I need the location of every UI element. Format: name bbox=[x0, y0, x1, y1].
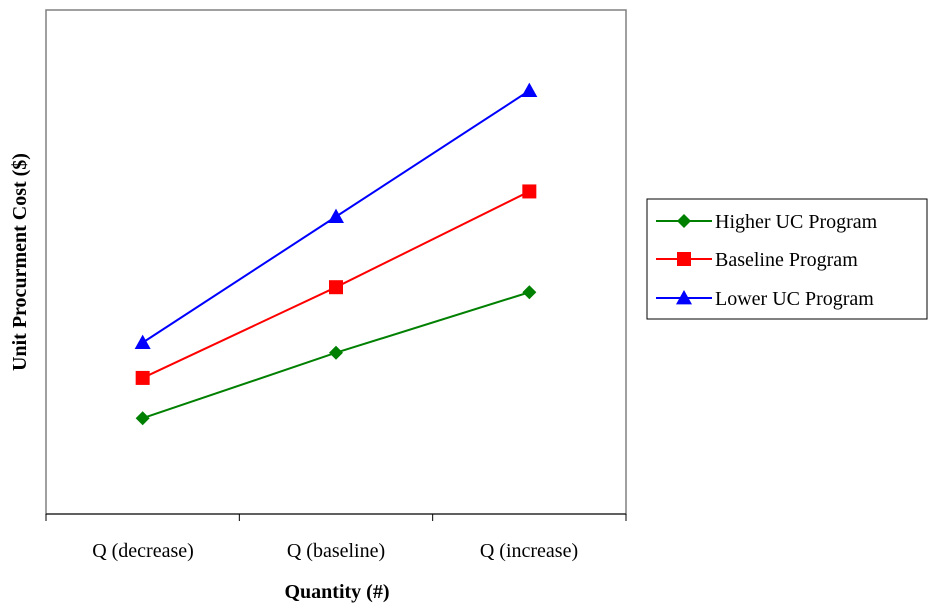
data-point-0-2 bbox=[522, 285, 537, 300]
legend-label-higher-uc: Higher UC Program bbox=[715, 211, 878, 233]
legend-items bbox=[656, 214, 712, 305]
data-point-1-2 bbox=[522, 184, 537, 199]
legend-label-baseline: Baseline Program bbox=[715, 249, 858, 271]
x-tick-label: Q (decrease) bbox=[92, 540, 194, 562]
x-axis-title: Quantity (#) bbox=[285, 581, 390, 603]
plot-area bbox=[45, 9, 627, 515]
y-axis-title: Unit Procurment Cost ($) bbox=[9, 153, 31, 371]
legend-marker-0 bbox=[677, 214, 691, 228]
legend-marker-1 bbox=[677, 252, 691, 266]
x-axis-tick-labels: Q (decrease) Q (baseline) Q (increase) bbox=[92, 540, 578, 562]
series-layer bbox=[134, 82, 538, 426]
x-tick-label: Q (baseline) bbox=[287, 540, 385, 562]
data-point-1-1 bbox=[329, 280, 343, 295]
x-tick-label: Q (increase) bbox=[480, 540, 578, 562]
data-point-0-0 bbox=[135, 411, 150, 426]
data-point-2-2 bbox=[521, 82, 538, 98]
data-point-1-0 bbox=[135, 370, 150, 385]
data-point-0-1 bbox=[329, 345, 343, 360]
x-axis-ticks bbox=[45, 514, 627, 521]
legend: Higher UC Program Baseline Program Lower… bbox=[646, 198, 928, 320]
legend-label-lower-uc: Lower UC Program bbox=[715, 288, 874, 310]
data-point-2-1 bbox=[328, 208, 344, 224]
data-point-2-0 bbox=[134, 334, 151, 350]
legend-marker-2 bbox=[676, 290, 692, 305]
